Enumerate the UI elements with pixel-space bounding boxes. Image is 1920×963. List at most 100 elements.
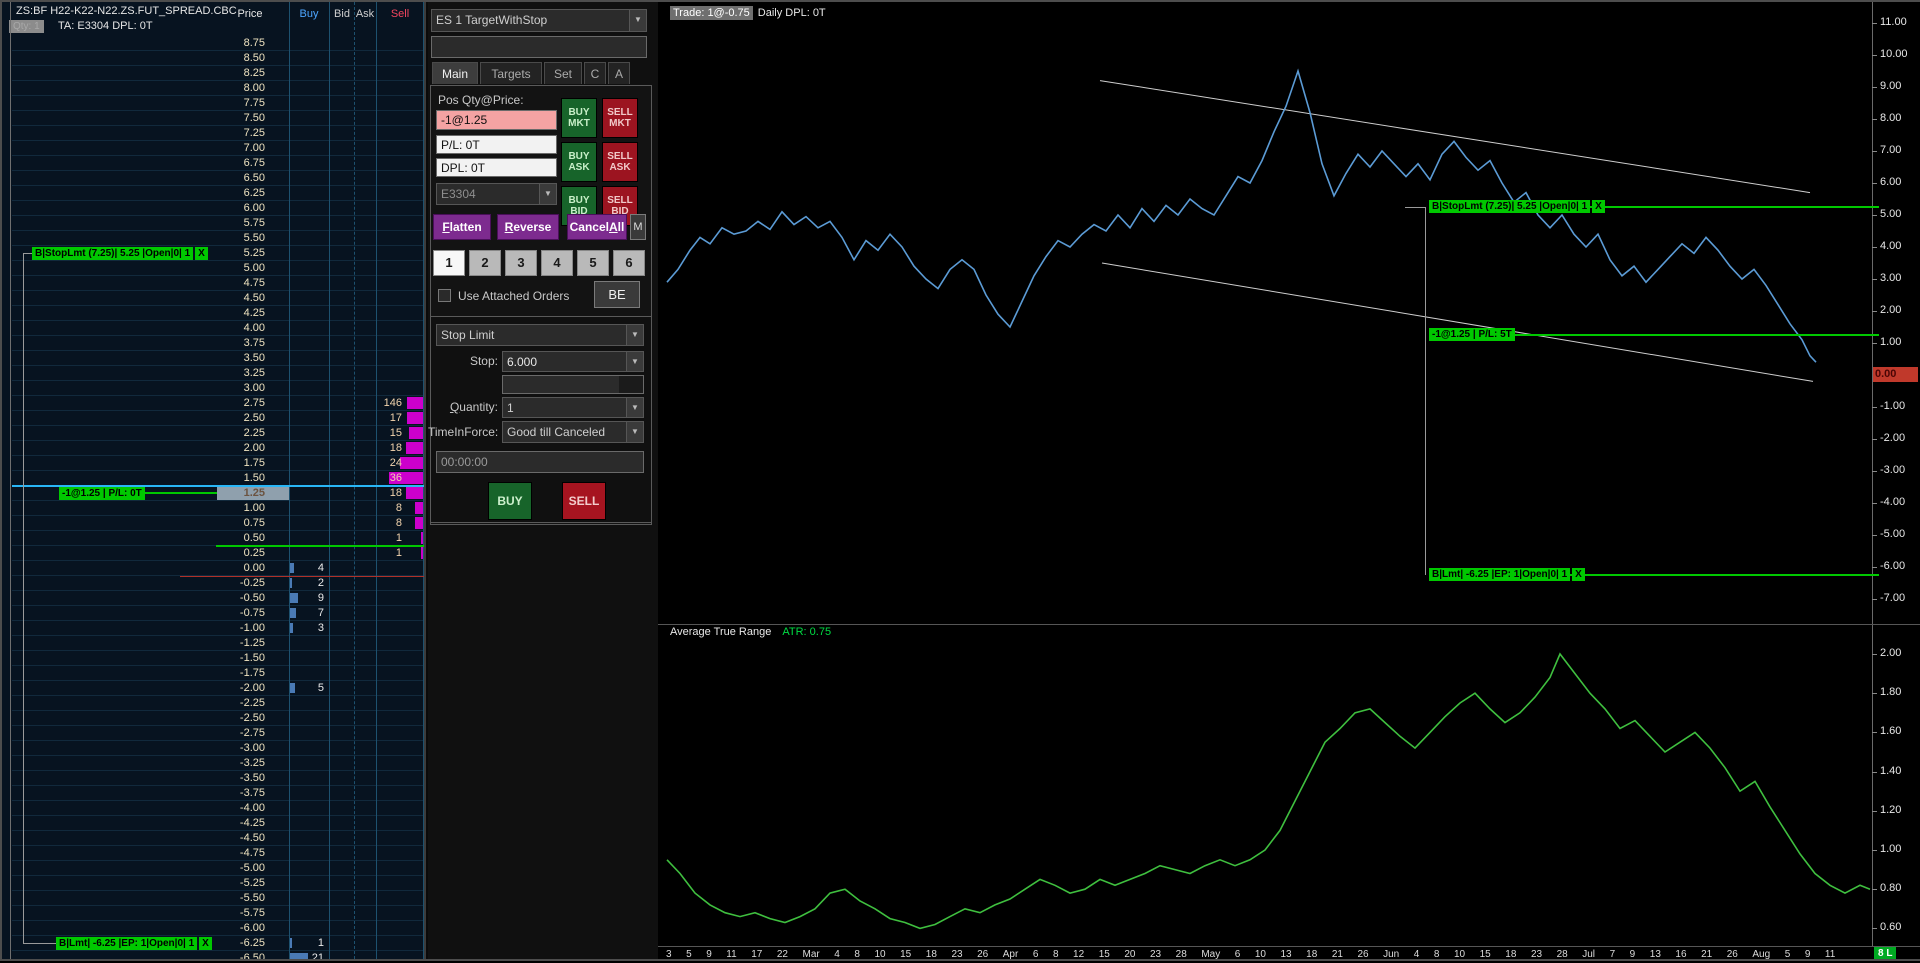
bid-cell[interactable] — [329, 111, 354, 125]
buy-cell[interactable] — [289, 321, 329, 335]
ladder-row[interactable]: -3.75 — [12, 786, 424, 801]
sell-cell[interactable] — [376, 906, 424, 920]
qty-preset-5[interactable]: 5 — [577, 250, 609, 276]
sell-cell[interactable] — [376, 111, 424, 125]
price-cell[interactable]: -1.25 — [12, 636, 289, 650]
ladder-row[interactable]: -1.75 — [12, 666, 424, 681]
ask-cell[interactable] — [354, 231, 376, 245]
price-cell[interactable]: 8.50 — [12, 51, 289, 65]
limit-price-spinner[interactable] — [619, 376, 643, 393]
buy-cell[interactable] — [289, 756, 329, 770]
ladder-row[interactable]: -2.75 — [12, 726, 424, 741]
buy-cell[interactable] — [289, 636, 329, 650]
bid-cell[interactable] — [329, 651, 354, 665]
bid-cell[interactable] — [329, 381, 354, 395]
sell-cell[interactable] — [376, 366, 424, 380]
ladder-row[interactable]: -5.50 — [12, 891, 424, 906]
sell-cell[interactable] — [376, 951, 424, 959]
price-cell[interactable]: 1.00 — [12, 501, 289, 515]
bid-cell[interactable] — [329, 156, 354, 170]
sell-cell[interactable] — [376, 876, 424, 890]
price-cell[interactable]: -1.50 — [12, 651, 289, 665]
ask-cell[interactable] — [354, 831, 376, 845]
bid-cell[interactable] — [329, 816, 354, 830]
sell-cell[interactable]: 36 — [376, 471, 424, 485]
sell-cell[interactable]: 24 — [376, 456, 424, 470]
bid-cell[interactable] — [329, 171, 354, 185]
bid-cell[interactable] — [329, 831, 354, 845]
ask-cell[interactable] — [354, 531, 376, 545]
price-cell[interactable]: 2.50 — [12, 411, 289, 425]
bid-cell[interactable] — [329, 711, 354, 725]
ask-cell[interactable] — [354, 546, 376, 560]
bid-cell[interactable] — [329, 51, 354, 65]
buy-cell[interactable] — [289, 36, 329, 50]
ladder-row[interactable]: 6.50 — [12, 171, 424, 186]
sell-cell[interactable] — [376, 591, 424, 605]
ladder-row[interactable]: 8.75 — [12, 36, 424, 51]
buy-cell[interactable] — [289, 126, 329, 140]
limit-price-field[interactable] — [502, 375, 644, 394]
ladder-row[interactable]: 3.00 — [12, 381, 424, 396]
ask-cell[interactable] — [354, 696, 376, 710]
buy-cell[interactable] — [289, 51, 329, 65]
bid-cell[interactable] — [329, 276, 354, 290]
ask-cell[interactable] — [354, 306, 376, 320]
buy-cell[interactable] — [289, 696, 329, 710]
bid-cell[interactable] — [329, 306, 354, 320]
ladder-row[interactable]: -5.75 — [12, 906, 424, 921]
ladder-row[interactable]: 6.75 — [12, 156, 424, 171]
buy-cell[interactable] — [289, 306, 329, 320]
bid-cell[interactable] — [329, 936, 354, 950]
buy-cell[interactable] — [289, 771, 329, 785]
ladder-row[interactable]: -5.00 — [12, 861, 424, 876]
sell-cell[interactable] — [376, 201, 424, 215]
buy-cell[interactable] — [289, 216, 329, 230]
ask-cell[interactable] — [354, 66, 376, 80]
ask-cell[interactable] — [354, 606, 376, 620]
buy-cell[interactable] — [289, 441, 329, 455]
price-cell[interactable]: 7.75 — [12, 96, 289, 110]
buy-cell[interactable] — [289, 381, 329, 395]
ask-cell[interactable] — [354, 96, 376, 110]
price-cell[interactable]: 0.75 — [12, 516, 289, 530]
bid-cell[interactable] — [329, 81, 354, 95]
ask-cell[interactable] — [354, 561, 376, 575]
ask-cell[interactable] — [354, 951, 376, 959]
price-cell[interactable]: 3.00 — [12, 381, 289, 395]
ask-cell[interactable] — [354, 771, 376, 785]
price-cell[interactable]: -5.25 — [12, 876, 289, 890]
sell-cell[interactable] — [376, 651, 424, 665]
price-cell[interactable]: 4.25 — [12, 306, 289, 320]
ask-cell[interactable] — [354, 426, 376, 440]
buy-cell[interactable] — [289, 831, 329, 845]
qty-preset-2[interactable]: 2 — [469, 250, 501, 276]
ladder-row[interactable]: 6.00 — [12, 201, 424, 216]
use-attached-orders-checkbox[interactable] — [438, 289, 451, 302]
sell-cell[interactable] — [376, 741, 424, 755]
sell-cell[interactable] — [376, 726, 424, 740]
buy-cell[interactable]: 4 — [289, 561, 329, 575]
ask-cell[interactable] — [354, 516, 376, 530]
bid-cell[interactable] — [329, 321, 354, 335]
ask-cell[interactable] — [354, 846, 376, 860]
ask-cell[interactable] — [354, 141, 376, 155]
ladder-row[interactable]: 7.25 — [12, 126, 424, 141]
sell-cell[interactable]: 18 — [376, 441, 424, 455]
bid-cell[interactable] — [329, 771, 354, 785]
ask-cell[interactable] — [354, 336, 376, 350]
sell-cell[interactable] — [376, 831, 424, 845]
ask-cell[interactable] — [354, 36, 376, 50]
bid-cell[interactable] — [329, 531, 354, 545]
sell-cell[interactable] — [376, 276, 424, 290]
buy-cell[interactable] — [289, 351, 329, 365]
bid-cell[interactable] — [329, 201, 354, 215]
buy-cell[interactable] — [289, 786, 329, 800]
buy-cell[interactable] — [289, 81, 329, 95]
